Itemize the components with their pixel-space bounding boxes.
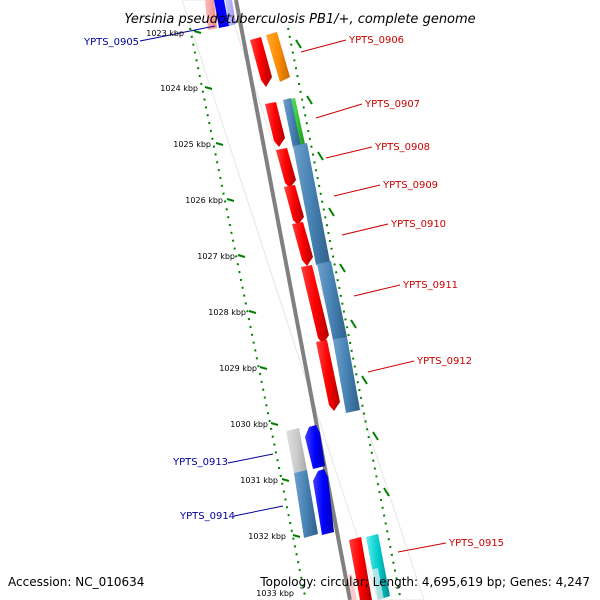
tick-label: 1030 kbp bbox=[230, 420, 268, 429]
gene-label-ypts-0914[interactable]: YPTS_0914 bbox=[179, 511, 235, 522]
tick-label: 1033 kbp bbox=[256, 589, 294, 598]
gene-ypts-0914[interactable] bbox=[313, 469, 334, 535]
gene-ypts-0911[interactable] bbox=[301, 265, 329, 344]
gene-label-ypts-0906[interactable]: YPTS_0906 bbox=[348, 35, 404, 46]
accession-text: Accession: NC_010634 bbox=[8, 575, 144, 589]
feature-orange[interactable] bbox=[266, 32, 290, 82]
gene-label-ypts-0907[interactable]: YPTS_0907 bbox=[364, 99, 420, 110]
gene-ypts-0915[interactable] bbox=[349, 537, 372, 600]
gene-ypts-0906[interactable] bbox=[250, 37, 272, 87]
gene-ypts-0905[interactable] bbox=[214, 0, 229, 28]
gene-label-ypts-0908[interactable]: YPTS_0908 bbox=[374, 142, 430, 153]
feature-cyan[interactable] bbox=[366, 534, 390, 600]
pseudo-grey-0913[interactable] bbox=[286, 428, 307, 473]
tick-label: 1032 kbp bbox=[248, 532, 286, 541]
gene-ypts-0904-faded[interactable] bbox=[205, 0, 217, 30]
genome-title: Yersinia pseudotuberculosis PB1/+, compl… bbox=[124, 12, 475, 27]
tick-label: 1028 kbp bbox=[208, 308, 246, 317]
gene-label-ypts-0905[interactable]: YPTS_0905 bbox=[83, 37, 139, 48]
tick-label: 1023 kbp bbox=[146, 29, 184, 38]
tick-label: 1027 kbp bbox=[197, 252, 235, 261]
gene-label-ypts-0911[interactable]: YPTS_0911 bbox=[402, 280, 458, 291]
hit-0913-0914[interactable] bbox=[294, 470, 318, 538]
hit-0907[interactable] bbox=[283, 98, 301, 148]
tick-labels: 1023 kbp 1024 kbp 1025 kbp 1026 kbp 1027… bbox=[146, 29, 294, 598]
hit-0912[interactable] bbox=[333, 337, 360, 413]
feature-green[interactable] bbox=[290, 98, 305, 146]
tick-track-left bbox=[189, 27, 306, 597]
hit-0908-0910[interactable] bbox=[293, 143, 330, 265]
hit-0911[interactable] bbox=[317, 261, 347, 340]
tick-label: 1029 kbp bbox=[219, 364, 257, 373]
tick-track-right bbox=[287, 27, 401, 597]
gene-ypts-0912[interactable] bbox=[316, 340, 340, 411]
tick-label: 1026 kbp bbox=[185, 196, 223, 205]
gene-label-ypts-0910[interactable]: YPTS_0910 bbox=[390, 219, 446, 230]
gene-label-ypts-0912[interactable]: YPTS_0912 bbox=[416, 356, 472, 367]
gene-label-ypts-0913[interactable]: YPTS_0913 bbox=[172, 457, 228, 468]
gene-ypts-0907[interactable] bbox=[265, 102, 285, 147]
hit-faded-top[interactable] bbox=[225, 0, 236, 26]
gene-labels: YPTS_0905 YPTS_0906 YPTS_0907 YPTS_0908 … bbox=[83, 35, 504, 549]
genome-backbone bbox=[234, 0, 352, 600]
gene-label-ypts-0915[interactable]: YPTS_0915 bbox=[448, 538, 504, 549]
label-leaders bbox=[139, 25, 447, 553]
tick-label: 1031 kbp bbox=[240, 476, 278, 485]
tick-label: 1024 kbp bbox=[160, 84, 198, 93]
feature-faded-bottom[interactable] bbox=[370, 568, 384, 600]
gene-label-ypts-0909[interactable]: YPTS_0909 bbox=[382, 180, 438, 191]
gene-ypts-0913[interactable] bbox=[305, 425, 325, 469]
tick-marks bbox=[193, 30, 390, 538]
topology-text: Topology: circular; Length: 4,695,619 bp… bbox=[259, 575, 590, 589]
gene-ypts-0915-pink[interactable] bbox=[348, 574, 357, 600]
gene-ypts-0908[interactable] bbox=[276, 148, 296, 188]
gene-ypts-0909[interactable] bbox=[284, 185, 304, 225]
gene-ypts-0910[interactable] bbox=[292, 222, 313, 266]
tick-label: 1025 kbp bbox=[173, 140, 211, 149]
